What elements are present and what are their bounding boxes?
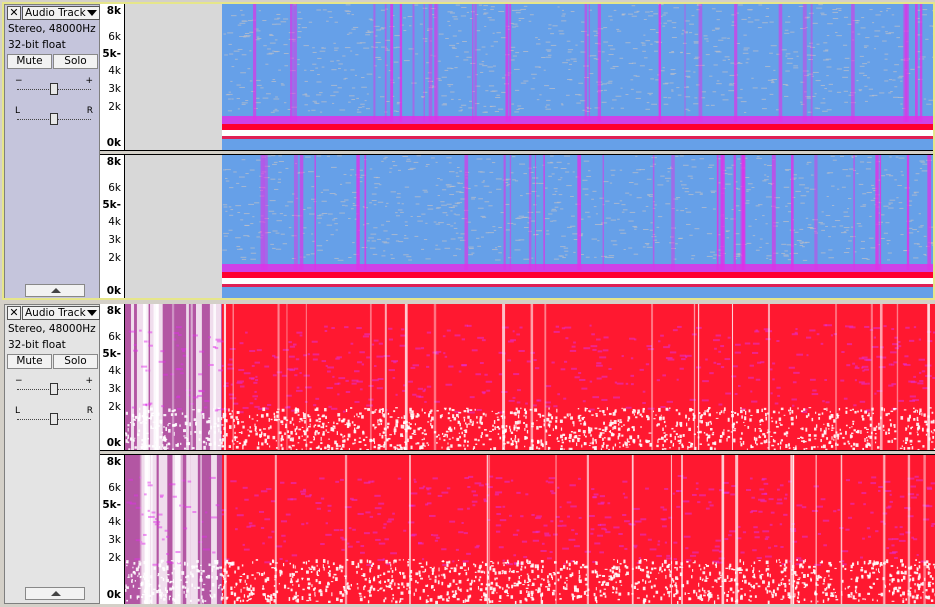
frequency-ruler-right-channel: 8k 6k 5k- 4k 3k 2k 0k [100,455,125,604]
frequency-ruler-left-channel: 8k 6k 5k- 4k 3k 2k 0k [100,4,125,152]
frequency-tick-label: 4k [108,365,121,377]
solo-button[interactable]: Solo [53,54,98,69]
gain-slider[interactable]: − + [15,376,93,399]
track-title-bar: ✕ Audio Track [6,306,100,321]
collapse-track-button[interactable] [25,587,85,600]
frequency-tick-label: 8k [106,456,121,468]
mute-button[interactable]: Mute [7,354,52,369]
pan-slider[interactable]: L R [15,106,93,129]
frequency-tick-label: 2k [108,552,121,564]
collapse-arrow-icon [51,288,61,293]
pan-slider-thumb[interactable] [50,113,58,125]
frequency-tick-label: 5k- [102,348,121,360]
pan-slider-thumb[interactable] [50,413,58,425]
frequency-tick-label: 6k [108,331,121,343]
frequency-tick-label: 0k [106,285,121,297]
pan-right-label: R [86,106,93,116]
close-track-button[interactable]: ✕ [7,6,21,20]
track-control-panel[interactable]: ✕ Audio Track Stereo, 48000Hz 32-bit flo… [4,4,100,300]
frequency-tick-label: 5k- [102,199,121,211]
pan-slider[interactable]: L R [15,406,93,429]
gain-slider-thumb[interactable] [50,383,58,395]
collapse-track-button[interactable] [25,284,85,297]
collapse-arrow-icon [51,591,61,596]
mute-button[interactable]: Mute [7,54,52,69]
dropdown-arrow-icon [87,10,97,16]
track-name-label: Audio Track [25,7,86,19]
track-format-text: Stereo, 48000Hz [8,23,96,35]
frequency-tick-label: 3k [108,383,121,395]
gain-plus-label: + [85,376,93,386]
spectrogram-image [125,455,935,604]
frequency-tick-label: 0k [106,137,121,149]
frequency-tick-label: 5k- [102,499,121,511]
pan-left-label: L [15,406,21,416]
gain-minus-label: − [15,376,23,386]
track-name-menu[interactable]: Audio Track [22,6,100,20]
frequency-tick-label: 0k [106,589,121,601]
spectrogram-right-channel[interactable] [125,155,935,300]
frequency-tick-label: 4k [108,516,121,528]
gain-minus-label: − [15,76,23,86]
solo-button[interactable]: Solo [53,354,98,369]
track-name-label: Audio Track [25,307,86,319]
frequency-tick-label: 8k [106,5,121,17]
dropdown-arrow-icon [87,310,97,316]
frequency-tick-label: 2k [108,401,121,413]
frequency-tick-label: 6k [108,482,121,494]
frequency-tick-label: 5k- [102,48,121,60]
gain-slider-thumb[interactable] [50,83,58,95]
spectrogram-image [125,155,935,300]
spectrogram-left-channel[interactable] [125,4,935,152]
frequency-tick-label: 0k [106,437,121,449]
frequency-tick-label: 2k [108,101,121,113]
close-track-button[interactable]: ✕ [7,306,21,320]
track-bitdepth-text: 32-bit float [8,339,66,351]
frequency-tick-label: 3k [108,534,121,546]
channel-separator [100,150,935,155]
frequency-ruler-left-channel: 8k 6k 5k- 4k 3k 2k 0k [100,304,125,452]
audio-track-2[interactable]: ✕ Audio Track Stereo, 48000Hz 32-bit flo… [0,303,935,605]
frequency-tick-label: 4k [108,65,121,77]
frequency-tick-label: 8k [106,156,121,168]
frequency-ruler-right-channel: 8k 6k 5k- 4k 3k 2k 0k [100,155,125,300]
spectrogram-left-channel[interactable] [125,304,935,452]
frequency-tick-label: 6k [108,31,121,43]
frequency-tick-label: 4k [108,216,121,228]
spectrogram-image [125,4,935,152]
frequency-tick-label: 8k [106,305,121,317]
gain-plus-label: + [85,76,93,86]
frequency-tick-label: 3k [108,234,121,246]
gain-slider[interactable]: − + [15,76,93,99]
track-control-panel[interactable]: ✕ Audio Track Stereo, 48000Hz 32-bit flo… [4,304,100,604]
track-bitdepth-text: 32-bit float [8,39,66,51]
frequency-tick-label: 6k [108,182,121,194]
audio-track-1[interactable]: ✕ Audio Track Stereo, 48000Hz 32-bit flo… [0,2,935,300]
track-title-bar: ✕ Audio Track [6,6,100,21]
spectrogram-image [125,304,935,452]
track-name-menu[interactable]: Audio Track [22,306,100,320]
track-format-text: Stereo, 48000Hz [8,323,96,335]
frequency-tick-label: 3k [108,83,121,95]
channel-separator [100,450,935,455]
pan-right-label: R [86,406,93,416]
spectrogram-right-channel[interactable] [125,455,935,604]
pan-left-label: L [15,106,21,116]
frequency-tick-label: 2k [108,252,121,264]
